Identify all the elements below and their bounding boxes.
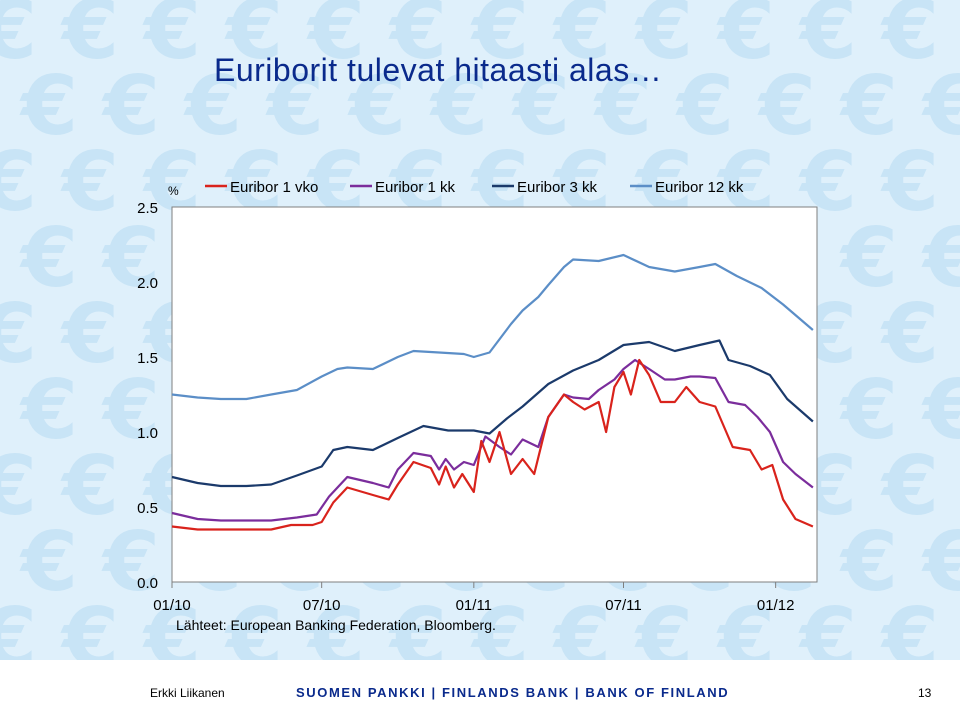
euro-icon: €: [841, 211, 899, 306]
euro-icon: €: [882, 0, 940, 78]
euro-icon: €: [0, 287, 38, 382]
euro-icon: €: [144, 0, 202, 78]
y-tick-label: 0.5: [137, 500, 158, 517]
euro-icon: €: [636, 591, 694, 661]
source-note: Lähteet: European Banking Federation, Bl…: [176, 617, 496, 633]
series-line-0: [171, 358, 814, 531]
footer-author: Erkki Liikanen: [150, 686, 225, 700]
x-tick-label: 01/11: [456, 597, 492, 614]
series-line-1: [171, 358, 814, 522]
euro-icon: €: [513, 59, 571, 154]
euro-icon: €: [0, 0, 38, 78]
euro-icon: €: [0, 591, 38, 661]
euribor-line-chart: 0.0 0.5 1.0 1.5 2.0 2.5 01/10 07/10 01/11 07/11 01…: [137, 179, 818, 633]
euro-icon: €: [0, 135, 38, 230]
euro-icon: €: [144, 591, 202, 661]
euro-icon: €: [0, 439, 38, 534]
y-tick-label: 1.5: [137, 350, 158, 367]
euro-icon: €: [390, 0, 448, 78]
euro-icon: €: [636, 0, 694, 78]
euro-icon: €: [472, 0, 530, 78]
euro-icon: €: [718, 0, 776, 78]
x-tick-label: 01/10: [153, 597, 191, 614]
euro-icon: €: [62, 287, 120, 382]
euro-icon: €: [62, 591, 120, 661]
euro-icon: €: [185, 59, 243, 154]
euro-icon: €: [103, 211, 161, 306]
euro-icon: €: [718, 591, 776, 661]
euro-icon: €: [595, 59, 653, 154]
euro-icon: €: [800, 0, 858, 78]
euro-icon: €: [226, 591, 284, 661]
euro-icon: €: [923, 515, 960, 610]
legend-label-0: Euribor 1 vko: [230, 179, 318, 196]
euro-icon: €: [882, 439, 940, 534]
euro-icon: €: [390, 591, 448, 661]
euro-icon: €: [841, 363, 899, 458]
euro-icon: €: [841, 59, 899, 154]
footer-bank-name: SUOMEN PANKKI | FINLANDS BANK | BANK OF …: [296, 685, 730, 700]
euro-icon: €: [267, 59, 325, 154]
legend-label-2: Euribor 3 kk: [517, 179, 598, 196]
euro-icon: €: [554, 0, 612, 78]
y-tick-label: 2.0: [137, 275, 158, 292]
euro-icon: €: [677, 59, 735, 154]
euro-icon: €: [21, 363, 79, 458]
legend-label-1: Euribor 1 kk: [375, 179, 456, 196]
euro-icon: €: [841, 515, 899, 610]
euro-icon: €: [923, 211, 960, 306]
euro-icon: €: [431, 59, 489, 154]
x-tick-label: 07/11: [605, 597, 641, 614]
euro-icon: €: [103, 515, 161, 610]
euro-icon: €: [103, 363, 161, 458]
euro-icon: €: [554, 591, 612, 661]
euro-icon: €: [349, 59, 407, 154]
series-line-2: [171, 339, 814, 488]
euro-icon: €: [21, 515, 79, 610]
slide-background: € € € € € € € € € € € € € € € € € € € € € € € € € € € € € € € € € € € € € € € €…: [0, 0, 960, 660]
x-tick-label: 07/10: [303, 597, 341, 614]
footer-page-number: 13: [918, 686, 932, 700]
y-tick-label: 0.0: [137, 575, 158, 592]
euro-icon: €: [62, 135, 120, 230]
y-tick-label: 2.5: [137, 200, 158, 217]
euro-icon: €: [62, 0, 120, 78]
slide-footer: [0, 660, 960, 703]
x-tick-label: 01/12: [757, 597, 795, 614]
euro-icon: €: [21, 211, 79, 306]
euro-icon: €: [226, 0, 284, 78]
euro-icon: €: [62, 439, 120, 534]
euro-icon: €: [800, 591, 858, 661]
euro-icon: €: [308, 591, 366, 661]
euro-icon: €: [882, 287, 940, 382]
euro-icon: €: [21, 59, 79, 154]
slide-title: Euriborit tulevat hitaasti alas…: [214, 52, 663, 88]
euro-icon: €: [759, 59, 817, 154]
euro-icon: €: [923, 59, 960, 154]
euro-icon: €: [923, 363, 960, 458]
series-line-3: [171, 253, 814, 401]
y-unit-label: %: [168, 184, 179, 198]
y-tick-label: 1.0: [137, 425, 158, 442]
legend-label-3: Euribor 12 kk: [655, 179, 744, 196]
euro-icon: €: [472, 591, 530, 661]
euro-icon: €: [882, 591, 940, 661]
euro-icon: €: [882, 135, 940, 230]
euro-icon: €: [103, 59, 161, 154]
euro-icon: €: [308, 0, 366, 78]
